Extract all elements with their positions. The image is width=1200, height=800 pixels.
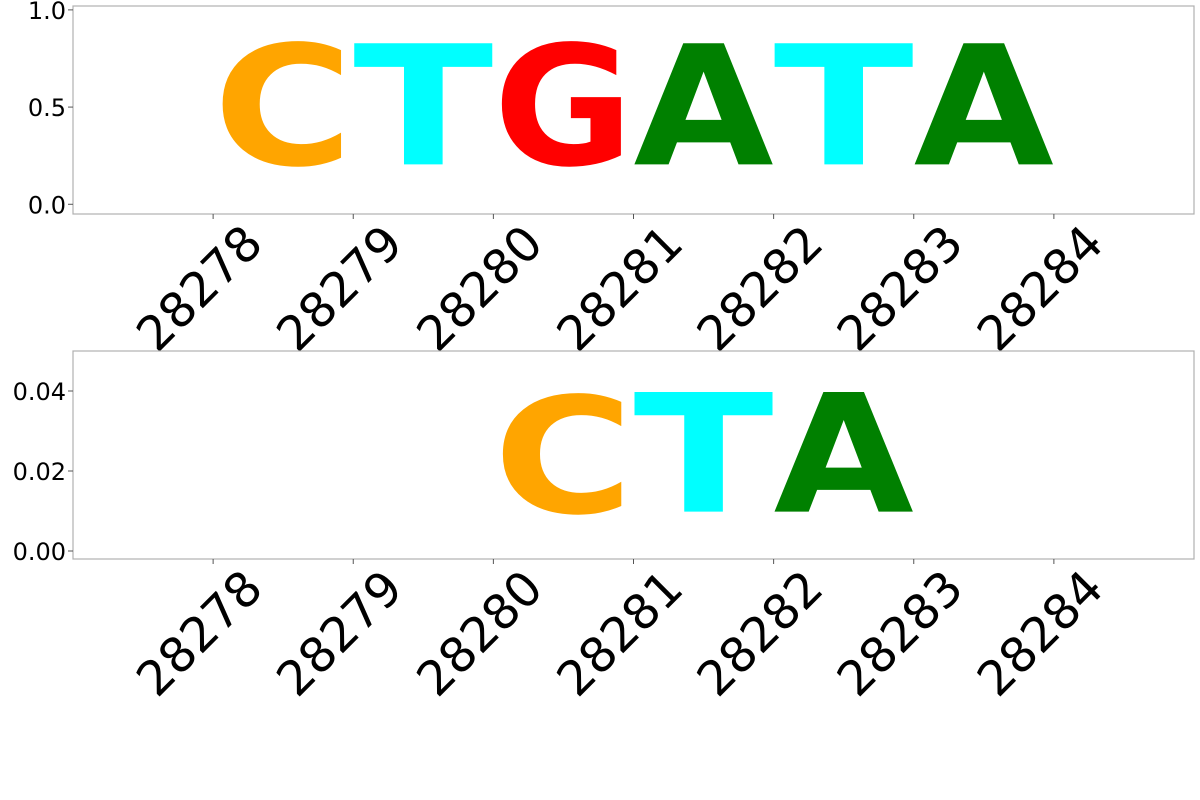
y-tick-label: 0.02 <box>13 458 66 486</box>
x-tick-label: 28284 <box>967 560 1115 708</box>
x-tick-label: 28281 <box>546 560 694 708</box>
x-tick-label: 28282 <box>687 215 835 363</box>
logo-letter-a: A <box>774 360 914 551</box>
logo-letter-t: T <box>774 11 914 204</box>
logo-panel-top: C T G A T A0.00.51.02827828279282802828128282… <box>28 0 1195 363</box>
y-tick-label: 0.04 <box>13 378 66 406</box>
logo-letter-t: T <box>353 11 493 204</box>
y-tick-label: 1.0 <box>28 0 66 25</box>
x-tick-label: 28282 <box>687 560 835 708</box>
x-tick-label: 28281 <box>546 215 694 363</box>
x-tick-label: 28284 <box>967 215 1115 363</box>
x-tick-label: 28283 <box>827 215 975 363</box>
logo-panel-bottom: C T A 0.00 0.02 0.04 2827828279282802828128282… <box>13 350 1195 708</box>
x-tick-label: 28279 <box>266 560 414 708</box>
logo-letter-a: A <box>634 10 774 203</box>
logo-letter-g: G <box>493 11 633 204</box>
logo-letter-c: C <box>493 363 633 551</box>
logo-letter-a: A <box>914 10 1054 203</box>
x-tick-label: 28280 <box>406 215 554 363</box>
x-tick-label: 28280 <box>406 560 554 708</box>
x-tick-label: 28279 <box>266 215 414 363</box>
x-tick-label: 28278 <box>126 215 274 363</box>
y-tick-label: 0.0 <box>28 191 66 219</box>
logo-letter-c: C <box>213 11 353 204</box>
logo-letter-t: T <box>634 359 774 551</box>
x-tick-label: 28278 <box>126 560 274 708</box>
x-tick-label: 28283 <box>827 560 975 708</box>
y-tick-label: 0.5 <box>28 94 66 122</box>
y-tick-label: 0.00 <box>13 538 66 566</box>
